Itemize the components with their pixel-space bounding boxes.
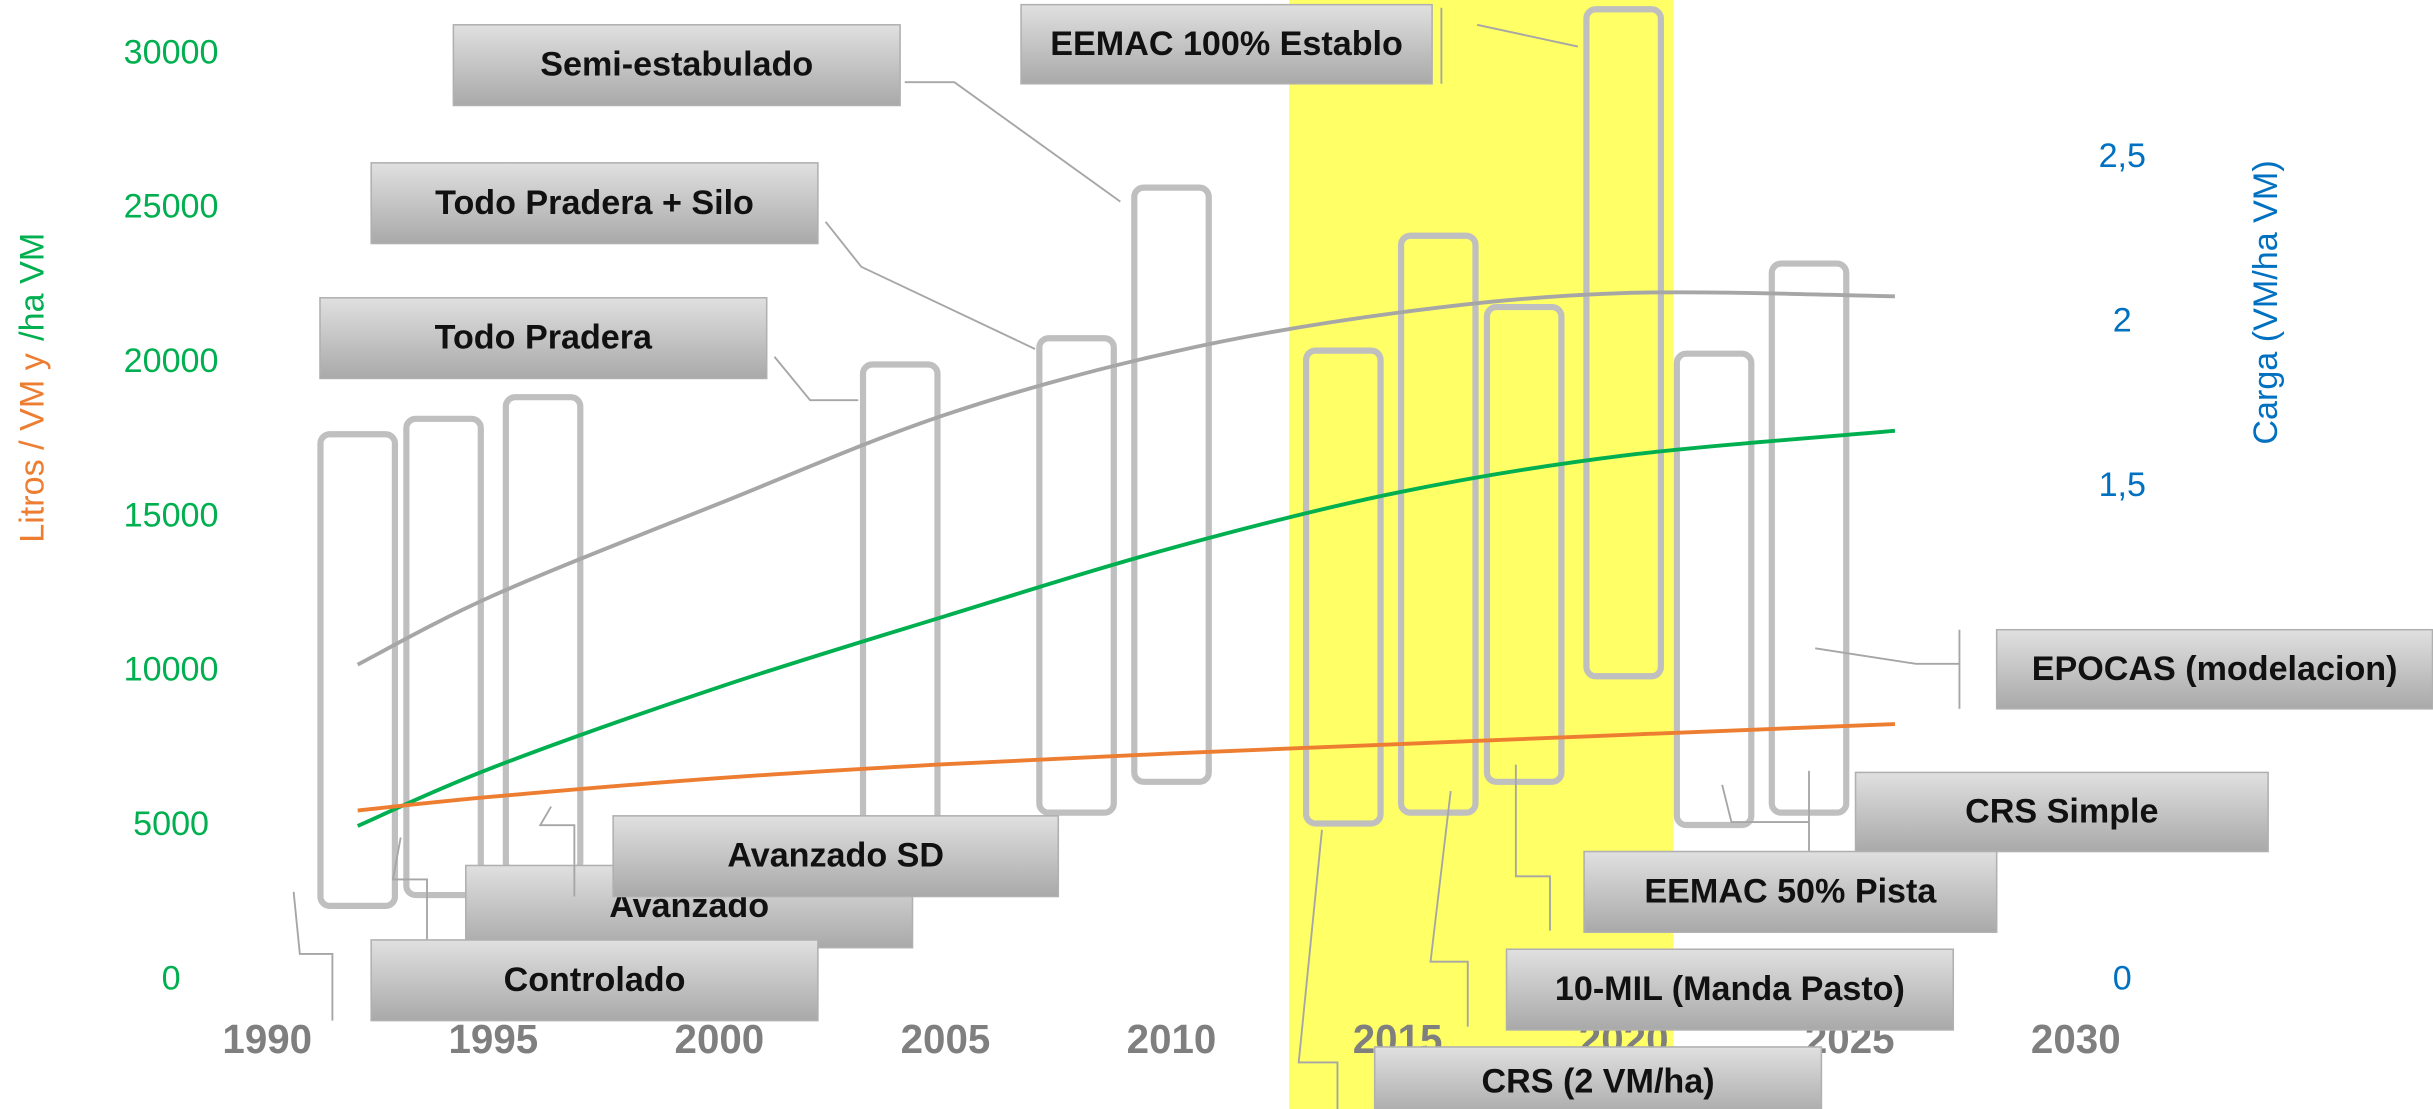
annotation-label: CRS (2 VM/ha): [1482, 1062, 1715, 1100]
leader-line: [391, 837, 428, 947]
range-box: [1303, 347, 1384, 827]
leader-line: [292, 891, 334, 1021]
annotation-box: [1995, 628, 2433, 710]
annotation-box: [1505, 948, 1955, 1031]
annotation-label: Avanzado SD: [727, 837, 944, 875]
y2-tick-label: 2,5: [2099, 137, 2146, 175]
annotation-box: [1854, 771, 2269, 853]
band-layer: [1289, 0, 1674, 1109]
y-tick-label: 25000: [124, 188, 219, 226]
annotation-box: [1020, 3, 1433, 85]
leader-line: [1721, 784, 1810, 823]
y-tick-label: 0: [162, 959, 181, 997]
range-box: [1483, 303, 1565, 785]
x-tick-label: 2010: [1127, 1016, 1217, 1062]
y2-tick-label: 1,5: [2099, 466, 2146, 504]
leader-line: [1429, 790, 1469, 1027]
range-box: [1673, 350, 1755, 829]
annotation-box: [370, 939, 819, 1022]
y-tick-label: 15000: [124, 496, 219, 534]
y2-tick-label: 2: [2113, 302, 2132, 340]
series-line: [356, 290, 1895, 667]
x-tick-label: 2005: [901, 1016, 991, 1062]
range-box: [1583, 6, 1664, 680]
annotation-label: EEMAC 50% Pista: [1644, 872, 1937, 910]
y-tick-label: 30000: [124, 33, 219, 71]
y-axis-label-part: Litros / VM y: [14, 353, 52, 543]
annotation-label: Semi-estabulado: [540, 46, 813, 84]
annotation-box: [1583, 850, 1998, 933]
leader-line: [904, 81, 1121, 203]
annotation-box: [370, 162, 819, 245]
leader-line: [1815, 647, 1960, 665]
x-tick-label: 1995: [448, 1016, 538, 1062]
annotation-box: [452, 24, 901, 107]
range-box: [1131, 184, 1212, 785]
y-axis-label: Litros / VM y/ha VM: [14, 233, 52, 543]
y-tick-label: 10000: [124, 651, 219, 689]
leader-line: [1514, 764, 1551, 931]
y2-axis-label: Carga (VM/ha VM): [2247, 160, 2285, 444]
series-line: [356, 428, 1896, 828]
leader-line: [1476, 23, 1579, 48]
annotation-layer: Semi-estabulado EEMAC 100% Establo Todo Pr…: [292, 3, 2433, 1109]
leader-line: [538, 806, 576, 897]
x-tick-label: 2000: [675, 1016, 765, 1062]
series-line: [357, 722, 1896, 813]
annotation-box: [319, 297, 768, 380]
range-box: [1397, 232, 1479, 816]
y-axis-label-part: /ha VM: [14, 233, 52, 341]
y-tick-label: 20000: [124, 342, 219, 380]
annotation-box: [1373, 1046, 1823, 1109]
highlight-band: [1289, 0, 1674, 1109]
annotation-label: CRS Simple: [1965, 793, 2158, 831]
y2-tick-label: 0: [2113, 959, 2132, 997]
range-box: [403, 415, 484, 899]
annotation-label: Todo Pradera: [435, 319, 653, 357]
x-tick-label: 1990: [222, 1016, 312, 1062]
range-box: [317, 431, 399, 909]
axes-layer: 1990 1995 2000 2005 2010 2015 2020 2025 20300500…: [124, 33, 2146, 1062]
annotation-label: EEMAC 100% Establo: [1050, 25, 1403, 63]
annotation-label: Todo Pradera + Silo: [435, 184, 754, 222]
leader-line: [773, 356, 859, 402]
leader-line: [824, 221, 1036, 350]
range-box: [1036, 335, 1117, 816]
annotation-box: [612, 815, 1060, 898]
range-box: [502, 394, 584, 875]
leader-line: [1297, 829, 1339, 1109]
y-tick-label: 5000: [133, 805, 209, 843]
annotation-label: 10-MIL (Manda Pasto): [1555, 970, 1905, 1008]
x-tick-label: 2030: [2031, 1016, 2121, 1062]
annotation-label: EPOCAS (modelacion): [2032, 650, 2398, 688]
annotation-label: Controlado: [504, 961, 686, 999]
